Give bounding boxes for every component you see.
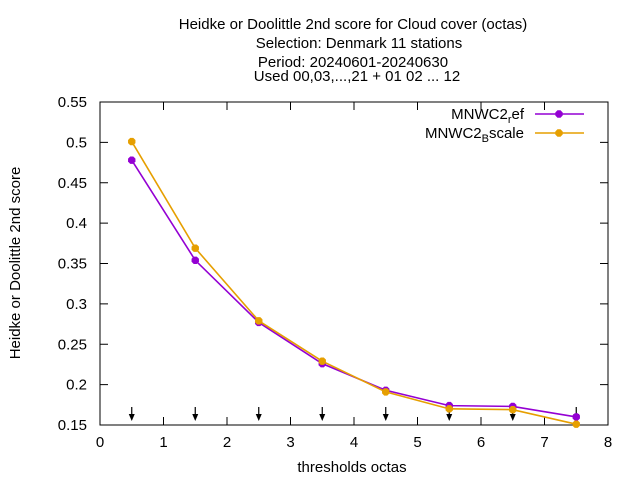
data-point <box>509 405 517 414</box>
threshold-arrow <box>319 407 326 421</box>
legend-marker <box>555 129 563 137</box>
title-line-4: Used 00,03,...,21 + 01 02 ... 12 <box>254 68 460 85</box>
data-point <box>128 137 136 146</box>
x-tick-label: 7 <box>540 434 548 451</box>
legend-marker <box>555 110 563 118</box>
y-tick-label: 0.25 <box>58 336 87 353</box>
x-tick-label: 5 <box>413 434 421 451</box>
x-axis-label: thresholds octas <box>297 459 406 476</box>
series-MNWC2_Bscale <box>128 137 580 428</box>
data-point <box>445 405 453 413</box>
x-tick-label: 8 <box>604 434 612 451</box>
title-line-1: Heidke or Doolittle 2nd score for Cloud … <box>179 16 528 33</box>
x-tick-label: 6 <box>477 434 485 451</box>
series-line <box>131 159 577 418</box>
x-tick-label: 4 <box>350 434 358 451</box>
threshold-arrow <box>382 407 389 421</box>
series-lines <box>128 137 580 428</box>
y-tick-label: 0.15 <box>58 417 87 434</box>
y-tick-label: 0.5 <box>66 134 87 151</box>
data-point <box>191 244 199 252</box>
data-point <box>255 317 263 325</box>
x-tick-label: 0 <box>96 434 104 451</box>
y-tick-label: 0.4 <box>66 215 87 232</box>
data-point <box>572 420 580 428</box>
series-MNWC2_ref <box>128 156 580 421</box>
data-point <box>382 388 390 396</box>
data-point <box>128 156 136 164</box>
y-tick-label: 0.55 <box>58 94 87 111</box>
chart-title: Heidke or Doolittle 2nd score for Cloud … <box>179 16 528 85</box>
y-tick-label: 0.45 <box>58 175 87 192</box>
title-line-2: Selection: Denmark 11 stations <box>256 35 463 52</box>
legend-label: MNWC2Bscale <box>425 125 524 145</box>
legend-entry: MNWC2Bscale <box>425 125 584 145</box>
y-tick-label: 0.3 <box>66 296 87 313</box>
y-axis-label: Heidke or Doolittle 2nd score <box>7 167 24 360</box>
legend-entry: MNWC2ref <box>451 106 584 126</box>
threshold-arrow <box>192 407 199 421</box>
x-tick-label: 2 <box>223 434 231 451</box>
x-tick-label: 3 <box>286 434 294 451</box>
data-point <box>572 413 580 421</box>
legend-label: MNWC2ref <box>451 106 525 126</box>
y-axis-ticks: 0.15 0.2 0.25 0.3 0.35 0.4 0.45 0.5 0.55 <box>58 94 608 434</box>
threshold-arrow <box>255 407 262 421</box>
series-line <box>131 141 577 425</box>
x-tick-label: 1 <box>159 434 167 451</box>
x-axis-ticks: 0 1 2 3 4 5 6 7 8 <box>96 102 612 451</box>
y-tick-label: 0.35 <box>58 256 87 273</box>
threshold-arrow <box>128 407 135 421</box>
data-point <box>318 357 326 365</box>
data-point <box>191 256 199 264</box>
title-line-3: Period: 20240601-20240630 <box>258 54 448 71</box>
y-tick-label: 0.2 <box>66 377 87 394</box>
